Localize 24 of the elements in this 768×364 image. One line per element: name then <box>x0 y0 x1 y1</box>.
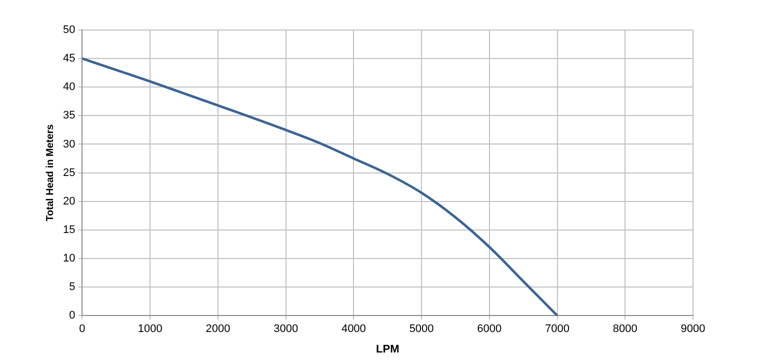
x-axis-title: LPM <box>376 343 400 356</box>
x-tick-label: 3000 <box>274 323 298 336</box>
y-tick-label: 50 <box>62 24 76 36</box>
x-tick-label: 8000 <box>612 323 638 336</box>
x-tick-label: 9000 <box>680 323 706 336</box>
x-tick-label: 6000 <box>477 323 502 336</box>
y-tick-label: 5 <box>69 281 76 294</box>
y-tick-label: 45 <box>62 52 76 65</box>
y-tick-label: 30 <box>62 138 76 150</box>
y-tick-label: 40 <box>62 81 76 94</box>
y-tick-label: 15 <box>62 224 76 236</box>
y-tick-label: 10 <box>62 252 76 265</box>
y-axis-title: Total Head in Meters <box>44 124 56 222</box>
x-tick-label: 0 <box>79 323 86 336</box>
line-series <box>82 57 559 316</box>
x-tick-label: 4000 <box>341 323 366 336</box>
x-tick-label: 5000 <box>409 323 434 336</box>
y-tick-label: 25 <box>62 166 76 179</box>
y-tick-label: 0 <box>69 310 76 322</box>
x-tick-label: 2000 <box>206 323 230 336</box>
x-tick-label: 7000 <box>545 323 570 336</box>
y-tick-label: 20 <box>62 195 76 208</box>
x-tick-label: 1000 <box>138 323 162 336</box>
y-tick-label: 35 <box>62 110 76 122</box>
